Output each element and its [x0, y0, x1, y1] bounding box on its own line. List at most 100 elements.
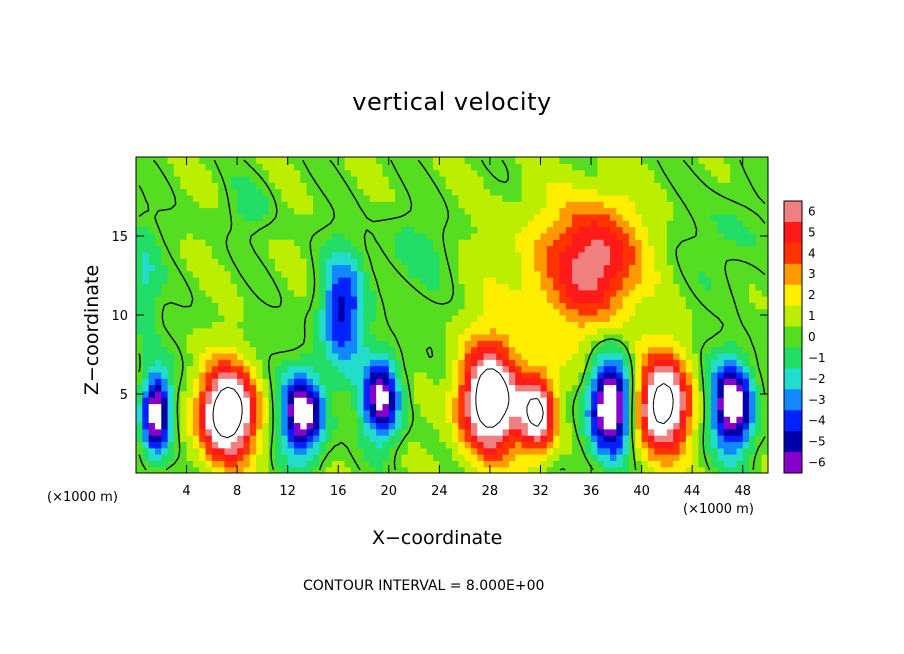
heatmap-cell — [369, 321, 377, 329]
heatmap-cell — [205, 359, 213, 367]
heatmap-cell — [654, 226, 662, 234]
heatmap-cell — [685, 365, 693, 373]
heatmap-cell — [186, 365, 194, 373]
heatmap-cell — [180, 245, 188, 253]
heatmap-cell — [692, 201, 700, 209]
heatmap-cell — [641, 264, 649, 272]
heatmap-cell — [369, 466, 377, 473]
heatmap-cell — [357, 194, 365, 202]
heatmap-cell — [711, 378, 719, 386]
heatmap-cell — [730, 403, 737, 411]
heatmap-cell — [142, 327, 150, 335]
heatmap-cell — [565, 175, 573, 183]
heatmap-cell — [641, 182, 649, 190]
heatmap-cell — [275, 371, 282, 379]
heatmap-cell — [148, 182, 156, 190]
heatmap-cell — [761, 264, 768, 272]
heatmap-cell — [186, 327, 194, 335]
heatmap-cell — [679, 175, 687, 183]
heatmap-cell — [527, 315, 535, 322]
heatmap-cell — [711, 352, 719, 360]
heatmap-cell — [262, 296, 270, 303]
heatmap-cell — [666, 201, 674, 209]
heatmap-cell — [420, 239, 428, 247]
heatmap-cell — [294, 435, 301, 442]
heatmap-cell — [294, 315, 301, 322]
heatmap-cell — [249, 182, 257, 190]
heatmap-cell — [477, 441, 485, 449]
heatmap-cell — [281, 264, 289, 272]
heatmap-cell — [698, 422, 706, 430]
heatmap-cell — [641, 194, 649, 202]
heatmap-cell — [230, 422, 238, 430]
heatmap-cell — [470, 359, 478, 367]
heatmap-cell — [654, 201, 662, 209]
heatmap-cell — [477, 258, 485, 266]
heatmap-cell — [641, 454, 649, 461]
heatmap-cell — [723, 403, 731, 411]
heatmap-cell — [306, 327, 314, 335]
heatmap-cell — [692, 409, 700, 417]
heatmap-cell — [565, 213, 573, 221]
heatmap-cell — [439, 308, 447, 316]
heatmap-cell — [192, 157, 200, 164]
heatmap-cell — [508, 454, 516, 461]
heatmap-cell — [243, 296, 251, 303]
heatmap-cell — [685, 409, 693, 417]
heatmap-cell — [647, 226, 655, 234]
heatmap-cell — [477, 182, 485, 190]
heatmap-cell — [249, 416, 257, 424]
heatmap-cell — [755, 175, 763, 183]
heatmap-cell — [186, 460, 194, 468]
heatmap-cell — [521, 264, 529, 272]
heatmap-cell — [230, 435, 238, 442]
heatmap-cell — [237, 308, 245, 316]
heatmap-cell — [262, 194, 270, 202]
heatmap-cell — [224, 327, 232, 335]
heatmap-cell — [407, 308, 415, 316]
heatmap-cell — [224, 258, 232, 266]
heatmap-cell — [685, 213, 693, 221]
heatmap-cell — [224, 371, 232, 379]
heatmap-cell — [237, 327, 245, 335]
heatmap-cell — [616, 308, 624, 316]
heatmap-cell — [578, 346, 586, 354]
heatmap-cell — [312, 226, 320, 234]
heatmap-cell — [584, 308, 592, 316]
heatmap-cell — [666, 447, 674, 455]
heatmap-cell — [749, 428, 756, 436]
heatmap-cell — [704, 352, 712, 360]
heatmap-cell — [540, 258, 548, 266]
heatmap-cell — [591, 365, 598, 373]
heatmap-cell — [294, 289, 301, 297]
heatmap-cell — [736, 175, 744, 183]
heatmap-cell — [331, 289, 339, 297]
heatmap-cell — [325, 277, 333, 284]
heatmap-cell — [325, 226, 333, 234]
heatmap-cell — [534, 333, 542, 341]
heatmap-cell — [281, 327, 289, 335]
heatmap-cell — [502, 239, 510, 247]
heatmap-cell — [281, 409, 289, 417]
heatmap-cell — [515, 352, 523, 360]
heatmap-cell — [275, 397, 282, 405]
heatmap-cell — [192, 289, 200, 297]
heatmap-cell — [641, 289, 649, 297]
heatmap-cell — [572, 251, 579, 259]
heatmap-cell — [610, 251, 617, 259]
heatmap-cell — [464, 435, 472, 442]
heatmap-cell — [597, 428, 605, 436]
heatmap-cell — [717, 384, 725, 392]
heatmap-cell — [306, 428, 314, 436]
heatmap-cell — [464, 365, 472, 373]
heatmap-cell — [294, 327, 301, 335]
heatmap-cell — [237, 188, 245, 196]
heatmap-cell — [433, 163, 440, 171]
heatmap-cell — [243, 188, 251, 196]
heatmap-cell — [534, 371, 542, 379]
heatmap-cell — [527, 428, 535, 436]
heatmap-cell — [205, 251, 213, 259]
heatmap-cell — [407, 194, 415, 202]
heatmap-cell — [755, 466, 763, 473]
heatmap-cell — [723, 466, 731, 473]
